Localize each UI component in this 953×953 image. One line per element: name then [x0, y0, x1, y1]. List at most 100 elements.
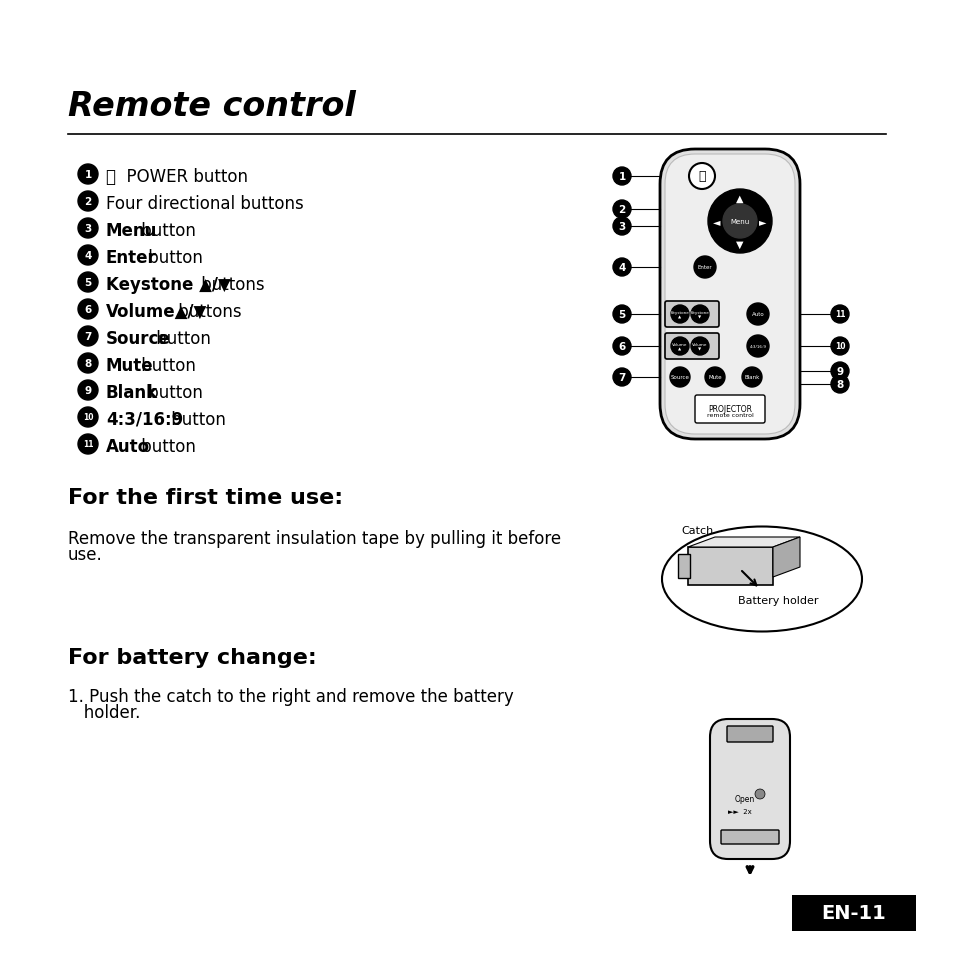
Circle shape	[830, 375, 848, 394]
Text: Menu: Menu	[730, 219, 749, 225]
Text: 7: 7	[618, 373, 625, 382]
Circle shape	[670, 337, 688, 355]
Text: 3: 3	[618, 222, 625, 232]
Text: 10: 10	[834, 342, 844, 351]
Text: Mute: Mute	[106, 356, 153, 375]
Text: 5: 5	[618, 310, 625, 319]
Circle shape	[746, 304, 768, 326]
Text: use.: use.	[68, 545, 103, 563]
Text: Volume
▲: Volume ▲	[672, 342, 687, 351]
Circle shape	[613, 218, 630, 235]
Text: Open: Open	[734, 795, 755, 803]
Polygon shape	[772, 537, 800, 578]
Text: 10: 10	[83, 413, 93, 422]
Text: 8: 8	[836, 379, 842, 390]
Text: 6: 6	[84, 305, 91, 314]
Circle shape	[688, 164, 714, 190]
Circle shape	[613, 337, 630, 355]
Text: For the first time use:: For the first time use:	[68, 488, 343, 507]
Text: button: button	[136, 437, 195, 456]
Circle shape	[78, 192, 98, 212]
Circle shape	[78, 327, 98, 347]
FancyBboxPatch shape	[659, 150, 800, 439]
Text: 9: 9	[836, 367, 842, 376]
Text: 3: 3	[84, 224, 91, 233]
Circle shape	[830, 306, 848, 324]
Text: 4:3/16:9: 4:3/16:9	[749, 345, 765, 349]
Text: EN-11: EN-11	[821, 903, 885, 923]
Text: Auto: Auto	[751, 313, 763, 317]
Circle shape	[693, 256, 716, 278]
FancyBboxPatch shape	[664, 302, 719, 328]
Circle shape	[669, 368, 689, 388]
Text: button: button	[151, 330, 211, 348]
Text: Enter: Enter	[106, 249, 156, 267]
Text: 4:3/16:9: 4:3/16:9	[106, 411, 183, 429]
Text: 11: 11	[834, 310, 844, 319]
Text: Blank: Blank	[106, 384, 158, 401]
Text: buttons: buttons	[173, 303, 242, 320]
FancyBboxPatch shape	[791, 895, 915, 931]
Text: Remove the transparent insulation tape by pulling it before: Remove the transparent insulation tape b…	[68, 530, 560, 547]
Circle shape	[707, 190, 771, 253]
Text: ◄: ◄	[713, 216, 720, 227]
Text: Keystone
▲: Keystone ▲	[670, 311, 689, 319]
Circle shape	[78, 246, 98, 266]
Text: Volume▲/▼: Volume▲/▼	[106, 303, 207, 320]
FancyBboxPatch shape	[709, 720, 789, 859]
FancyBboxPatch shape	[687, 547, 772, 585]
Text: Volume
▼: Volume ▼	[692, 342, 707, 351]
Text: 1: 1	[618, 172, 625, 182]
Text: 7: 7	[84, 332, 91, 341]
FancyBboxPatch shape	[664, 334, 719, 359]
Text: 9: 9	[85, 386, 91, 395]
Circle shape	[78, 408, 98, 428]
Text: 1. Push the catch to the right and remove the battery: 1. Push the catch to the right and remov…	[68, 687, 514, 705]
Circle shape	[78, 380, 98, 400]
Text: ►: ►	[759, 216, 766, 227]
Text: Four directional buttons: Four directional buttons	[106, 194, 303, 213]
Text: button: button	[136, 222, 195, 240]
Text: Keystone
▼: Keystone ▼	[690, 311, 709, 319]
Circle shape	[78, 165, 98, 185]
Circle shape	[78, 219, 98, 239]
FancyBboxPatch shape	[678, 555, 689, 578]
Circle shape	[830, 337, 848, 355]
Circle shape	[690, 337, 708, 355]
Circle shape	[613, 306, 630, 324]
Text: Source: Source	[670, 375, 689, 380]
Text: 4: 4	[84, 251, 91, 261]
Circle shape	[722, 205, 757, 239]
Circle shape	[613, 369, 630, 387]
Circle shape	[613, 168, 630, 186]
Text: Remote control: Remote control	[68, 90, 355, 123]
Text: PROJECTOR: PROJECTOR	[707, 405, 751, 414]
Circle shape	[690, 306, 708, 324]
FancyBboxPatch shape	[664, 154, 794, 435]
Circle shape	[830, 363, 848, 380]
FancyBboxPatch shape	[720, 830, 779, 844]
Text: 2: 2	[84, 196, 91, 207]
Text: button: button	[136, 356, 195, 375]
Text: For battery change:: For battery change:	[68, 647, 316, 667]
Text: Battery holder: Battery holder	[738, 596, 818, 605]
Text: 1: 1	[84, 170, 91, 180]
Text: Keystone ▲/▼: Keystone ▲/▼	[106, 275, 231, 294]
Text: 8: 8	[84, 358, 91, 369]
Circle shape	[613, 258, 630, 276]
Text: ▲: ▲	[736, 193, 743, 204]
Text: Enter: Enter	[697, 265, 712, 271]
Text: Auto: Auto	[106, 437, 150, 456]
Text: ▼: ▼	[736, 240, 743, 250]
Circle shape	[746, 335, 768, 357]
Text: buttons: buttons	[195, 275, 264, 294]
Polygon shape	[687, 537, 800, 547]
Circle shape	[78, 273, 98, 293]
FancyBboxPatch shape	[726, 726, 772, 742]
Circle shape	[704, 368, 724, 388]
Text: button: button	[166, 411, 226, 429]
Text: 11: 11	[83, 440, 93, 449]
Text: button: button	[143, 249, 203, 267]
Text: ⏻: ⏻	[698, 171, 705, 183]
Text: 2: 2	[618, 205, 625, 214]
